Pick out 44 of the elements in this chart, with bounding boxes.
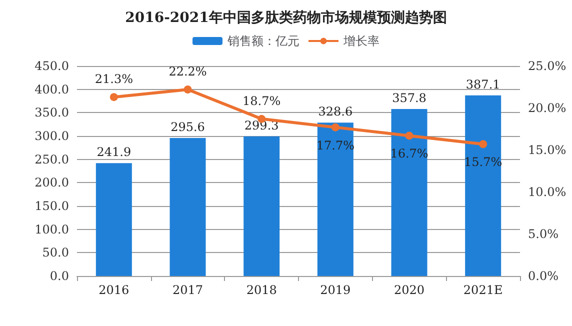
x-tick-label: 2016 — [98, 283, 130, 297]
y2-tick-label: 15.0% — [528, 143, 566, 157]
legend-label: 增长率 — [342, 34, 380, 48]
bar — [465, 95, 502, 276]
bar — [391, 109, 428, 276]
x-tick-label: 2021E — [463, 283, 503, 297]
bar — [244, 136, 280, 276]
data-label: 22.2% — [168, 64, 207, 79]
x-tick-label: 2017 — [172, 283, 204, 297]
y2-tick-label: 25.0% — [528, 59, 566, 73]
y-tick-label: 200.0 — [34, 176, 69, 190]
x-tick-label: 2020 — [394, 283, 425, 297]
bar — [170, 138, 206, 276]
data-label: 21.3% — [94, 72, 133, 86]
bar — [317, 122, 354, 276]
y-tick-label: 450.0 — [34, 59, 69, 73]
data-label: 241.9 — [96, 145, 132, 160]
y-tick-label: 400.0 — [34, 82, 69, 96]
data-label: 18.7% — [242, 94, 281, 108]
data-label: 357.8 — [392, 91, 426, 106]
y-tick-label: 150.0 — [34, 199, 69, 213]
y-tick-label: 0.0 — [50, 269, 69, 283]
y2-tick-label: 10.0% — [528, 185, 566, 199]
y-tick-label: 250.0 — [34, 152, 69, 166]
y2-tick-label: 5.0% — [528, 227, 558, 241]
point — [184, 86, 192, 94]
y-tick-label: 100.0 — [34, 222, 69, 236]
x-tick-label: 2018 — [246, 283, 277, 297]
y2-tick-label: 0.0% — [528, 269, 558, 283]
point — [110, 93, 118, 102]
chart-title: 2016-2021年中国多肽类药物市场规模预测趋势图 — [125, 9, 447, 26]
data-label: 387.1 — [466, 77, 500, 92]
data-label: 328.6 — [318, 104, 353, 119]
point — [331, 123, 340, 132]
y-tick-label: 50.0 — [42, 246, 69, 260]
point — [479, 140, 488, 148]
y-tick-label: 350.0 — [34, 106, 69, 120]
legend-label: 销售额：亿元 — [226, 34, 300, 48]
bar — [96, 163, 132, 276]
y2-tick-label: 20.0% — [528, 101, 566, 115]
data-label: 295.6 — [170, 120, 205, 134]
x-tick-label: 2019 — [320, 283, 351, 297]
y-tick-label: 300.0 — [34, 129, 69, 143]
point — [405, 132, 414, 140]
